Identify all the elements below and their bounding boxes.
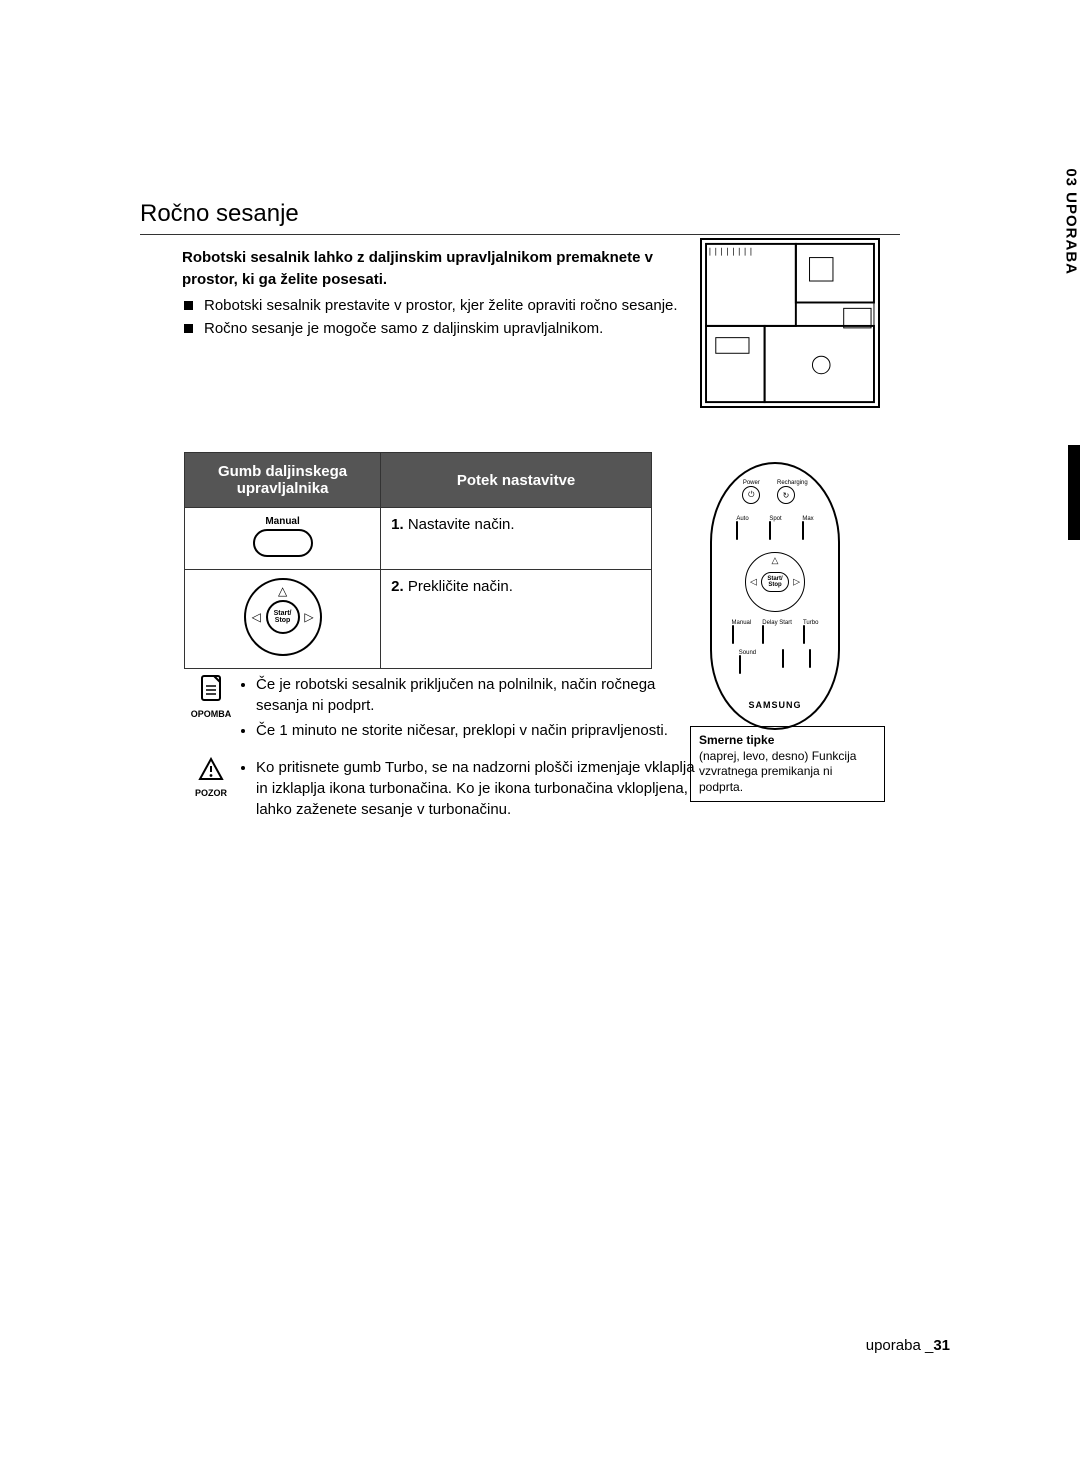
note-item: Če 1 minuto ne storite ničesar, preklopi… — [256, 720, 704, 741]
recharge-icon: ↻ — [777, 486, 795, 504]
manual-button-cell: Manual — [185, 508, 381, 570]
bot-btn: Delay Start — [762, 620, 792, 644]
dpad-cell: Start/ Stop △ ◁ ▷ — [185, 570, 381, 669]
note-item: Če je robotski sesalnik priključen na po… — [256, 674, 704, 716]
remote-caption: Smerne tipke (naprej, levo, desno) Funkc… — [690, 726, 885, 802]
remote-body: Power ⏻ Recharging ↻ Auto Spot Max Start… — [710, 462, 840, 730]
arrow-left-icon: ◁ — [750, 577, 757, 588]
mode-btn: Auto — [736, 516, 748, 540]
step-number: 1. — [391, 516, 404, 533]
step-number: 2. — [391, 578, 404, 595]
note-icon — [184, 674, 238, 706]
remote-mode-row: Auto Spot Max — [712, 516, 838, 540]
bot-btn: Turbo — [803, 620, 818, 644]
power-button-group: Power ⏻ — [742, 480, 760, 504]
recharge-label: Recharging — [777, 480, 808, 486]
intro-bold-text: Robotski sesalnik lahko z daljinskim upr… — [182, 247, 692, 291]
oval-icon — [736, 521, 738, 540]
arrow-up-icon: △ — [772, 555, 779, 566]
section-title: Ročno sesanje — [140, 200, 900, 228]
floorplan-diagram — [700, 238, 880, 408]
bot-label: Turbo — [803, 620, 818, 626]
table-header-right: Potek nastavitve — [381, 453, 652, 508]
note-icon-column: POZOR — [184, 757, 238, 800]
sound-btn: Sound — [739, 650, 756, 674]
dpad-center-label: Start/ Stop — [266, 600, 300, 634]
remote-bot-row: Manual Delay Start Turbo — [712, 620, 838, 644]
mode-btn: Spot — [769, 516, 781, 540]
power-icon: ⏻ — [742, 486, 760, 504]
oval-icon — [739, 655, 741, 674]
arrow-right-icon: ▷ — [793, 577, 800, 588]
remote-logo: SAMSUNG — [712, 700, 838, 710]
table-row-text: 2. Prekličite način. — [381, 570, 652, 669]
notes-block: OPOMBA Če je robotski sesalnik priključe… — [184, 674, 704, 836]
note-text: Ko pritisnete gumb Turbo, se na nadzorni… — [238, 757, 704, 824]
power-label: Power — [742, 480, 760, 486]
mode-label: Auto — [736, 516, 748, 522]
opomba-label: OPOMBA — [184, 708, 238, 721]
side-tab-marker — [1068, 445, 1080, 540]
arrow-right-icon: ▷ — [304, 610, 313, 624]
intro-list: Robotski sesalnik prestavite v prostor, … — [182, 295, 692, 341]
note-item: Ko pritisnete gumb Turbo, se na nadzorni… — [256, 757, 704, 820]
oval-icon — [782, 649, 784, 668]
note-icon-column: OPOMBA — [184, 674, 238, 721]
oval-icon — [803, 625, 805, 644]
mode-label: Max — [802, 516, 813, 522]
manual-button-icon: Manual — [253, 516, 313, 561]
footer-page: 31 — [933, 1337, 950, 1354]
table-row: Manual 1. Nastavite način. — [185, 508, 652, 570]
intro-item: Ročno sesanje je mogoče samo z daljinski… — [182, 318, 692, 340]
section-rule — [140, 234, 900, 235]
table-header-left: Gumb daljinskega upravljalnika — [185, 453, 381, 508]
step-text: Prekličite način. — [408, 578, 513, 595]
remote-top-row: Power ⏻ Recharging ↻ — [712, 480, 838, 504]
pozor-label: POZOR — [184, 787, 238, 800]
remote-dpad-center: Start/ Stop — [761, 572, 789, 592]
remote-sound-row: Sound — [712, 650, 838, 674]
table-row: Start/ Stop △ ◁ ▷ 2. Prekličite način. — [185, 570, 652, 669]
remote-diagram: Power ⏻ Recharging ↻ Auto Spot Max Start… — [710, 462, 840, 730]
oval-icon — [802, 521, 804, 540]
arrow-left-icon: ◁ — [252, 610, 261, 624]
blank-btn — [782, 650, 784, 674]
caption-bold: Smerne tipke — [699, 733, 774, 747]
settings-table: Gumb daljinskega upravljalnika Potek nas… — [184, 452, 652, 669]
footer-text: uporaba _ — [866, 1337, 934, 1354]
page-footer: uporaba _31 — [866, 1337, 950, 1354]
dpad-icon: Start/ Stop △ ◁ ▷ — [244, 578, 322, 656]
bot-label: Manual — [732, 620, 752, 626]
oval-icon — [769, 521, 771, 540]
step-text: Nastavite način. — [408, 516, 515, 533]
bot-btn: Manual — [732, 620, 752, 644]
blank-btn — [809, 650, 811, 674]
intro-block: Robotski sesalnik lahko z daljinskim upr… — [182, 247, 692, 340]
note-text: Če je robotski sesalnik priključen na po… — [238, 674, 704, 745]
warning-icon — [184, 757, 238, 785]
bot-label: Delay Start — [762, 620, 792, 626]
sound-label: Sound — [739, 650, 756, 656]
side-tab — [1042, 255, 1080, 445]
note-pozor: POZOR Ko pritisnete gumb Turbo, se na na… — [184, 757, 704, 824]
caption-rest: (naprej, levo, desno) Funkcija vzvratneg… — [699, 749, 856, 794]
remote-dpad: Start/ Stop △ ◁ ▷ — [745, 552, 805, 612]
side-chapter-label: 03 UPORABA — [1063, 168, 1080, 275]
intro-item: Robotski sesalnik prestavite v prostor, … — [182, 295, 692, 317]
table-row-text: 1. Nastavite način. — [381, 508, 652, 570]
oval-icon — [762, 625, 764, 644]
floorplan-svg — [702, 240, 878, 406]
note-opomba: OPOMBA Če je robotski sesalnik priključe… — [184, 674, 704, 745]
recharge-button-group: Recharging ↻ — [777, 480, 808, 504]
mode-label: Spot — [769, 516, 781, 522]
mode-btn: Max — [802, 516, 813, 540]
oval-icon — [809, 649, 811, 668]
arrow-up-icon: △ — [278, 584, 287, 598]
manual-label: Manual — [253, 516, 313, 527]
oval-icon — [732, 625, 734, 644]
oval-button-icon — [253, 529, 313, 557]
